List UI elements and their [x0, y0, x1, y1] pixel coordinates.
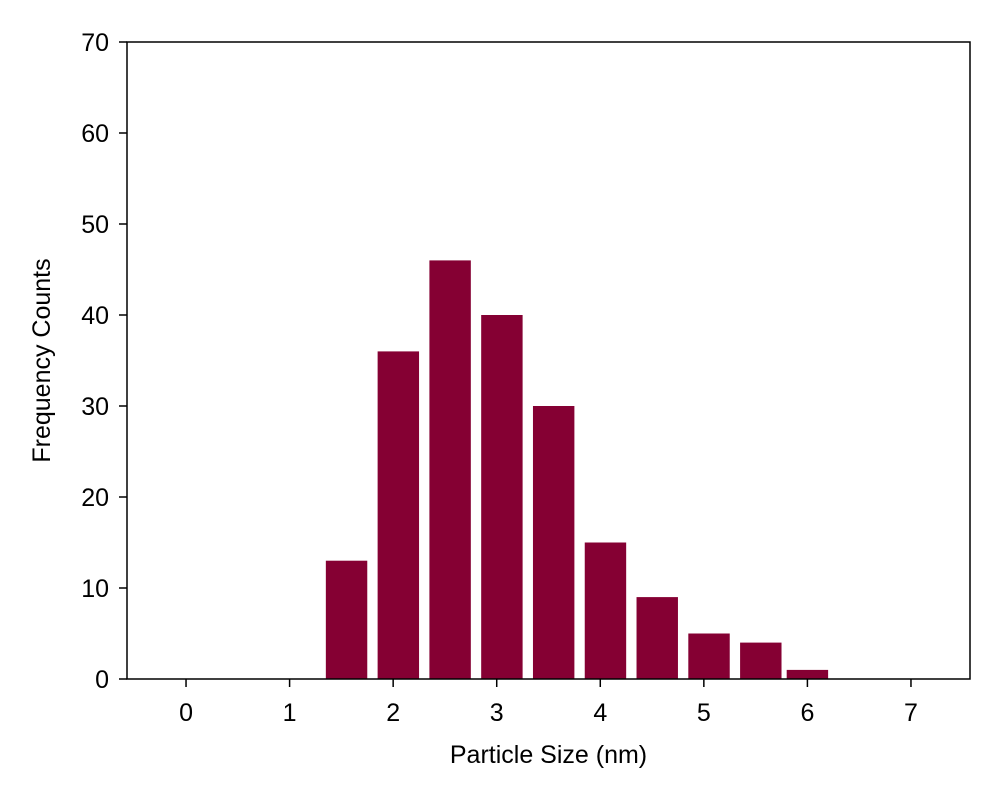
y-axis-ticks: 0 10 20 30 40 50 60 70: [81, 29, 127, 694]
bars-layer: [325, 260, 829, 679]
bar: [481, 315, 523, 679]
bar: [688, 633, 730, 679]
x-tick-label: 4: [593, 699, 607, 727]
y-tick-label: 50: [81, 211, 109, 239]
y-tick-label: 20: [81, 484, 109, 512]
y-axis-label: Frequency Counts: [28, 258, 56, 462]
bar: [377, 351, 420, 679]
y-tick-label: 30: [81, 393, 109, 421]
x-tick-label: 1: [283, 699, 297, 727]
y-tick-label: 60: [81, 120, 109, 148]
bar: [636, 597, 678, 679]
y-tick-label: 40: [81, 302, 109, 330]
x-axis-ticks: 0 1 2 3 4 5 6 7: [179, 679, 918, 727]
x-axis-label: Particle Size (nm): [450, 741, 647, 769]
x-tick-label: 0: [179, 699, 193, 727]
x-tick-label: 3: [490, 699, 504, 727]
x-tick-label: 7: [904, 699, 918, 727]
y-tick-label: 0: [95, 666, 109, 694]
bar: [429, 260, 471, 679]
bar: [740, 642, 782, 679]
y-tick-label: 10: [81, 575, 109, 603]
bar: [584, 542, 627, 679]
x-tick-label: 2: [386, 699, 400, 727]
bar: [325, 560, 368, 679]
x-tick-label: 5: [697, 699, 711, 727]
plot-frame: [126, 41, 971, 680]
y-tick-label: 70: [81, 29, 109, 57]
x-tick-label: 6: [800, 699, 814, 727]
bar: [786, 669, 829, 679]
bar: [532, 406, 575, 679]
